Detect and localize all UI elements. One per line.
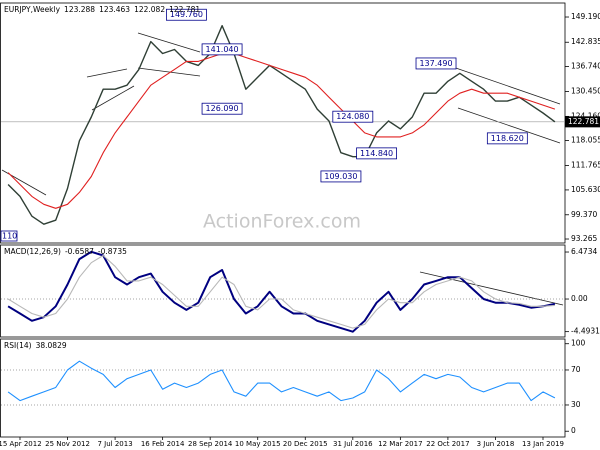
series-line [7, 360, 556, 402]
annotation-box [320, 170, 362, 183]
y-tick-label: 93.265 [571, 234, 597, 243]
annotation-box [356, 147, 397, 160]
y-tick-label: 0 [571, 426, 576, 435]
x-tick-label: 15 Apr 2012 [0, 440, 42, 448]
y-tick-label: 136.740 [571, 61, 600, 70]
annotation-box [0, 230, 18, 242]
y-tick-label: 149.190 [571, 12, 600, 21]
y-tick-label: 142.835 [571, 37, 600, 46]
header-text: EURJPY,Weekly [4, 5, 61, 14]
header-text: RSI(14) [4, 341, 32, 350]
header-text: -0.6587 [65, 247, 94, 256]
annotation-label: 118.620 [491, 134, 524, 143]
trendline [137, 67, 201, 77]
annotation-label: 149.760 [170, 10, 203, 19]
x-tick-label: 3 Jun 2018 [477, 440, 515, 448]
annotation-label: 124.080 [336, 112, 369, 121]
y-tick-label: -4.4931 [571, 327, 600, 336]
header-text: MACD(12,26,9) [4, 247, 61, 256]
annotation-box [201, 43, 243, 56]
annotation-label: 137.490 [419, 59, 452, 68]
series-line [7, 254, 555, 329]
panel-frame [0, 338, 566, 438]
x-tick-label: 13 Jan 2019 [522, 440, 564, 448]
y-tick-label: 105.630 [571, 185, 600, 194]
x-tick-label: 20 Dec 2015 [283, 440, 328, 448]
annotation-box [166, 8, 207, 21]
series-line [7, 250, 556, 333]
trendline [449, 65, 561, 105]
annotation-label: 109.030 [324, 172, 357, 181]
annotation-label: 114.840 [360, 149, 393, 158]
header-text: -0.8735 [98, 247, 127, 256]
x-tick-label: 16 Feb 2014 [141, 440, 185, 448]
x-tick-label: 28 Sep 2014 [188, 440, 233, 448]
header-text: 123.288 [64, 5, 95, 14]
x-tick-label: 10 May 2015 [235, 440, 281, 448]
x-tick-label: 25 Nov 2012 [45, 440, 90, 448]
header-text: 122.781 [169, 5, 200, 14]
header-text: 38.0829 [36, 341, 67, 350]
x-tick-label: 31 Jul 2016 [333, 440, 373, 448]
annotation-box [486, 132, 528, 145]
y-tick-label: 130.450 [571, 86, 600, 95]
trendline [86, 68, 128, 78]
series-line [7, 25, 556, 225]
y-tick-label: 124.160 [571, 111, 600, 120]
header-text: 122.082 [134, 5, 165, 14]
y-tick-label: 111.765 [571, 161, 600, 170]
x-tick-label: 12 Mar 2017 [378, 440, 422, 448]
series-line [7, 52, 556, 209]
trendline [137, 32, 201, 53]
current-price-label: 122.781 [568, 117, 599, 126]
y-tick-label: 99.370 [571, 210, 597, 219]
current-price-box [565, 116, 600, 128]
annotation-box [415, 57, 457, 70]
annotation-label: 110 [2, 232, 17, 241]
trendline [457, 107, 561, 144]
y-tick-label: 30 [571, 400, 581, 409]
y-tick-label: 6.4734 [571, 247, 597, 256]
y-tick-label: 100 [571, 339, 586, 348]
trendline [91, 85, 135, 111]
annotation-label: 141.040 [206, 45, 239, 54]
x-tick-label: 22 Oct 2017 [426, 440, 469, 448]
panel-frame [0, 244, 566, 338]
y-tick-label: 118.055 [571, 136, 600, 145]
header-text: 123.463 [99, 5, 130, 14]
y-tick-label: 70 [571, 365, 581, 374]
y-tick-label: 0.00 [571, 294, 588, 303]
x-tick-label: 7 Jul 2013 [98, 440, 133, 448]
annotation-box [201, 102, 243, 115]
annotation-label: 126.090 [206, 104, 239, 113]
watermark: ActionForex.com [203, 211, 361, 233]
annotation-box [332, 110, 374, 123]
